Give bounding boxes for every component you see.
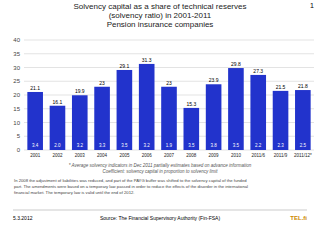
bar (184, 108, 200, 150)
bar (50, 106, 66, 150)
x-tick-label: 2009 (209, 153, 220, 158)
title: (solvency ratio) in 2001-2011 (109, 11, 212, 20)
y-tick-label: 40 (13, 37, 20, 43)
x-tick-label: 2006 (142, 153, 153, 158)
source: Source: The Financial Supervisory Author… (100, 215, 221, 221)
paragraph: In 2008 the adjustment of liabilities wa… (14, 178, 247, 183)
grid (24, 40, 314, 150)
bar (72, 95, 88, 150)
y-tick-label: 5 (17, 133, 21, 139)
y-tick-label: 20 (13, 92, 20, 98)
data-label: 29.1 (120, 63, 130, 69)
coefficient-label: 3.2 (77, 143, 84, 148)
x-tick-label: 2005 (119, 153, 130, 158)
x-tick-label: 2007 (164, 153, 175, 158)
x-tick-label: 2010 (231, 153, 242, 158)
bar (161, 87, 177, 150)
footnote: * Average solvency indicators in Dec 201… (69, 163, 252, 168)
data-label: 21.5 (276, 84, 286, 90)
x-tick-label: 2003 (75, 153, 86, 158)
data-label: 23 (166, 80, 172, 86)
coefficient-label: 2.0 (54, 143, 61, 148)
y-tick-label: 10 (13, 120, 20, 126)
title: Solvency capital as a share of technical… (74, 2, 247, 11)
separator (13, 210, 307, 211)
bar (206, 84, 222, 150)
bar (295, 90, 311, 150)
paragraph: part. The amendments were based on a tem… (14, 184, 248, 189)
x-tick-label: 2011/6 (252, 153, 266, 158)
x-tick-label: 2001 (30, 153, 41, 158)
x-tick-label: 2011/9 (274, 153, 288, 158)
page-number: 1 (310, 2, 314, 9)
grid-line (24, 53, 314, 54)
bars (27, 64, 310, 150)
paragraph: financial market. The temporary law is v… (14, 190, 135, 195)
coefficient-label: 3.8 (210, 143, 217, 148)
coefficient-label: 3.5 (121, 143, 128, 148)
coefficient-label: 3.3 (99, 143, 106, 148)
bar (139, 64, 155, 150)
y-tick-label: 0 (17, 147, 21, 153)
title: Pension insurance companies (107, 20, 214, 29)
bar (250, 75, 266, 150)
coefficient-label: 3.5 (188, 143, 195, 148)
data-label: 21.8 (298, 83, 308, 89)
coefficient-label: 3.4 (32, 143, 39, 148)
data-label: 23.9 (209, 77, 219, 83)
data-label: 23 (99, 80, 105, 86)
grid-line (24, 67, 314, 68)
bar (228, 68, 244, 150)
coefficient-label: 3.5 (233, 143, 240, 148)
coefficient-label: 2.2 (255, 143, 262, 148)
x-tick-label: 2002 (52, 153, 63, 158)
footnote: Coefficient: solvency capital in proport… (103, 169, 219, 174)
y-tick-label: 35 (13, 51, 20, 57)
y-tick-label: 25 (13, 78, 20, 84)
bar (94, 87, 110, 150)
chart: Solvency capital as a share of technical… (0, 0, 320, 240)
x-tick-label: 2008 (186, 153, 197, 158)
data-label: 19.9 (75, 88, 85, 94)
data-label: 15.3 (186, 101, 196, 107)
coefficient-label: 2.5 (300, 143, 307, 148)
data-label: 27.3 (253, 68, 263, 74)
x-tick-label: 2004 (97, 153, 108, 158)
grid-line (24, 40, 314, 41)
y-tick-label: 15 (13, 106, 20, 112)
data-label: 31.3 (142, 57, 152, 63)
bar (273, 91, 289, 150)
brand: TEL.fi (290, 215, 307, 221)
data-label: 29.8 (231, 61, 241, 67)
data-label: 21.1 (30, 85, 40, 91)
coefficient-label: 3.2 (144, 143, 151, 148)
coefficient-label: 1.9 (166, 143, 173, 148)
x-tick-label: 2011/12* (294, 153, 312, 158)
bar (27, 92, 43, 150)
coefficient-label: 2.3 (277, 143, 284, 148)
date: 5.3.2012 (13, 215, 33, 221)
y-tick-label: 30 (13, 65, 20, 71)
bar (117, 70, 133, 150)
data-label: 16.1 (53, 99, 63, 105)
